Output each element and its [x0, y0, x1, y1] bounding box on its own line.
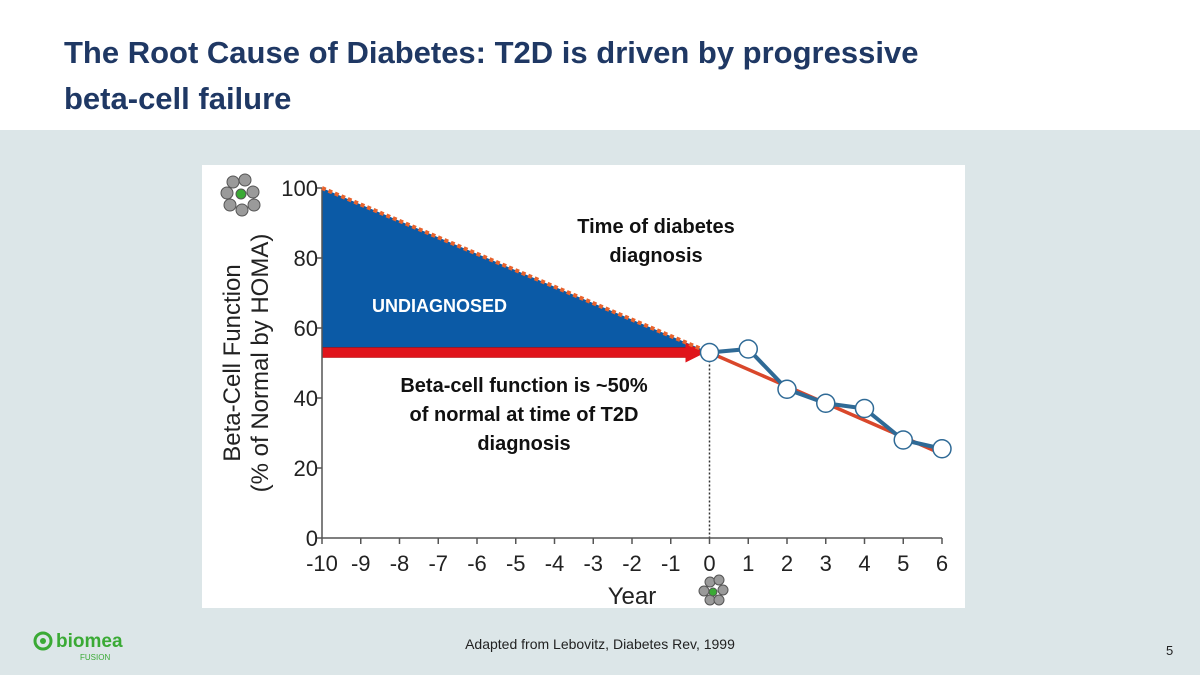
x-tick-label: 3 — [820, 551, 832, 576]
x-tick-label: 6 — [936, 551, 948, 576]
annotation: diagnosis — [477, 433, 570, 455]
x-tick-label: 5 — [897, 551, 909, 576]
y-tick-label: 80 — [294, 246, 318, 271]
x-axis-label: Year — [608, 583, 657, 610]
x-tick-label: -10 — [306, 551, 338, 576]
x-tick-label: -5 — [506, 551, 526, 576]
data-point — [777, 379, 797, 399]
x-tick-label: 0 — [703, 551, 715, 576]
y-axis-label: Beta-Cell Function — [219, 264, 246, 461]
data-point — [816, 393, 836, 413]
x-tick-label: 1 — [742, 551, 754, 576]
x-tick-label: -1 — [661, 551, 681, 576]
trend-line — [321, 186, 711, 355]
x-tick-label: -6 — [467, 551, 487, 576]
x-tick-label: 2 — [781, 551, 793, 576]
arrow-head — [685, 342, 706, 363]
logo: biomea FUSION — [33, 631, 123, 662]
cell-icon — [220, 173, 261, 217]
y-tick-label: 60 — [294, 316, 318, 341]
y-axis-label: (% of Normal by HOMA) — [247, 234, 274, 493]
y-tick-label: 40 — [294, 386, 318, 411]
data-point — [699, 342, 720, 363]
page-number: 5 — [1166, 643, 1174, 658]
y-tick-label: 0 — [306, 526, 318, 551]
x-tick-label: 4 — [858, 551, 870, 576]
x-tick-label: -7 — [428, 551, 448, 576]
cell-icon — [698, 574, 729, 606]
x-tick-label: -4 — [545, 551, 565, 576]
annotation: UNDIAGNOSED — [372, 296, 507, 316]
annotation: Time of diabetes — [577, 216, 734, 238]
data-point — [854, 398, 875, 419]
x-tick-label: -9 — [351, 551, 371, 576]
data-point — [893, 430, 913, 450]
slide-title: The Root Cause of Diabetes: T2D is drive… — [64, 30, 918, 122]
annotation: diagnosis — [609, 245, 702, 267]
x-tick-label: -2 — [622, 551, 642, 576]
y-tick-label: 20 — [294, 456, 318, 481]
arrow-shaft — [321, 347, 688, 358]
y-tick-label: 100 — [281, 176, 318, 201]
x-tick-label: -8 — [390, 551, 410, 576]
logo-tagline: FUSION — [80, 653, 110, 662]
title-line: The Root Cause of Diabetes: T2D is drive… — [64, 35, 919, 70]
annotation: of normal at time of T2D — [410, 404, 639, 426]
annotation: Beta-cell function is ~50% — [400, 375, 648, 397]
data-point — [932, 439, 952, 459]
source-note: Adapted from Lebovitz, Diabetes Rev, 199… — [465, 636, 735, 652]
x-tick-label: -3 — [583, 551, 603, 576]
title-line: beta-cell failure — [64, 81, 292, 116]
logo-name: biomea — [56, 631, 123, 652]
data-point — [738, 339, 758, 359]
